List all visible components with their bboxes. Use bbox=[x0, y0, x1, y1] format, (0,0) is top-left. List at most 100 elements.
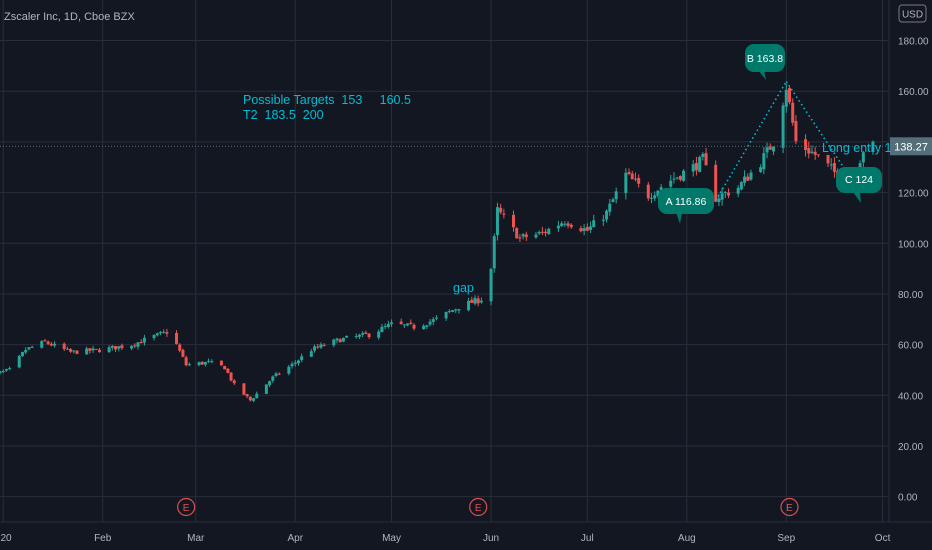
price-tick-label: 40.00 bbox=[898, 391, 923, 402]
candle-body bbox=[714, 164, 718, 202]
candle-body bbox=[717, 198, 721, 203]
candle-body bbox=[0, 371, 2, 374]
time-axis[interactable]: 20 Feb Mar Apr May Jun Jul Aug Sep Oct bbox=[0, 533, 890, 544]
candle-body bbox=[592, 220, 596, 228]
candle-body bbox=[200, 361, 204, 365]
candle-body bbox=[268, 381, 272, 385]
candle-body bbox=[223, 365, 227, 370]
candle-body bbox=[94, 348, 98, 350]
candle-body bbox=[335, 338, 339, 341]
candle-body bbox=[470, 299, 474, 303]
candle-body bbox=[91, 348, 95, 351]
candle-body bbox=[784, 89, 788, 107]
candle-body bbox=[547, 228, 551, 235]
candle-body bbox=[816, 154, 820, 156]
candle-body bbox=[187, 364, 191, 366]
gap-label: gap bbox=[453, 281, 474, 295]
candle-body bbox=[117, 346, 121, 349]
candle-body bbox=[27, 347, 31, 350]
price-tick-label: 100.00 bbox=[898, 239, 929, 250]
callout-b-label: B 163.8 bbox=[747, 53, 783, 65]
candle-body bbox=[309, 351, 313, 357]
candle-body bbox=[810, 151, 814, 153]
candle-body bbox=[765, 147, 769, 153]
targets-line-1: Possible Targets 153 160.5 bbox=[243, 93, 411, 107]
time-tick-label: Jul bbox=[581, 533, 594, 544]
candle-body bbox=[871, 141, 875, 152]
candle-body bbox=[383, 326, 387, 328]
candle-body bbox=[4, 369, 8, 371]
candle-body bbox=[556, 225, 560, 229]
candle-body bbox=[17, 355, 21, 368]
candle-body bbox=[175, 333, 179, 344]
candle-body bbox=[633, 178, 637, 180]
candle-body bbox=[698, 156, 702, 173]
price-tick-label: 60.00 bbox=[898, 341, 923, 352]
candle-body bbox=[630, 173, 634, 180]
candle-body bbox=[422, 325, 426, 330]
last-price-value: 138.27 bbox=[894, 141, 928, 153]
candle-body bbox=[184, 357, 188, 366]
candle-body bbox=[367, 333, 371, 338]
candle-body bbox=[390, 322, 394, 325]
candle-body bbox=[611, 199, 615, 203]
candle-body bbox=[120, 345, 124, 348]
candle-body bbox=[88, 348, 92, 351]
candle-body bbox=[524, 234, 528, 238]
candle-body bbox=[650, 197, 654, 199]
candle-body bbox=[762, 153, 766, 170]
candle-body bbox=[794, 121, 798, 142]
candle-body bbox=[322, 344, 326, 346]
candle-body bbox=[197, 362, 201, 366]
currency-badge[interactable]: USD bbox=[898, 4, 927, 23]
price-tick-label: 180.00 bbox=[898, 37, 929, 48]
candle-body bbox=[136, 342, 140, 347]
candle-body bbox=[181, 349, 185, 357]
candle-body bbox=[40, 341, 44, 348]
long-entry-label: Long entry 1 bbox=[822, 141, 892, 155]
candle-body bbox=[316, 346, 320, 348]
candle-body bbox=[43, 340, 47, 342]
candle-body bbox=[512, 214, 516, 228]
candle-body bbox=[540, 231, 544, 233]
candle-body bbox=[72, 350, 76, 352]
candle-body bbox=[518, 237, 522, 239]
price-tick-label: 20.00 bbox=[898, 442, 923, 453]
candle-body bbox=[829, 164, 833, 166]
time-tick-label: Feb bbox=[94, 533, 112, 544]
candle-body bbox=[332, 339, 336, 346]
candle-body bbox=[255, 393, 259, 399]
candles bbox=[0, 83, 875, 403]
earnings-marker bbox=[780, 497, 799, 517]
price-tick-label: 120.00 bbox=[898, 189, 929, 200]
candle-body bbox=[46, 341, 50, 344]
time-tick-label: May bbox=[382, 533, 401, 544]
candle-body bbox=[521, 234, 525, 237]
candle-body bbox=[768, 146, 772, 150]
candle-body bbox=[534, 234, 538, 238]
candle-body bbox=[133, 345, 137, 347]
candle-body bbox=[694, 162, 698, 171]
candle-body bbox=[142, 337, 146, 343]
candle-body bbox=[582, 228, 586, 232]
callout-b[interactable]: B 163.8 bbox=[745, 44, 785, 80]
callout-a[interactable]: A 116.86 bbox=[658, 188, 714, 224]
candle-body bbox=[69, 348, 73, 352]
candle-body bbox=[62, 343, 66, 349]
earnings-marker-label: E bbox=[183, 503, 190, 514]
candle-body bbox=[107, 347, 111, 353]
candle-body bbox=[791, 102, 795, 123]
candle-body bbox=[434, 317, 438, 319]
time-tick-label: Jun bbox=[483, 533, 499, 544]
time-tick-label: Sep bbox=[777, 533, 795, 544]
candle-body bbox=[736, 187, 740, 194]
candle-body bbox=[300, 356, 304, 361]
candle-body bbox=[162, 331, 166, 333]
candle-body bbox=[203, 361, 207, 365]
earnings-marker-label: E bbox=[475, 503, 482, 514]
callout-c[interactable]: C 124 bbox=[836, 167, 882, 203]
price-tick-label: 160.00 bbox=[898, 87, 929, 98]
